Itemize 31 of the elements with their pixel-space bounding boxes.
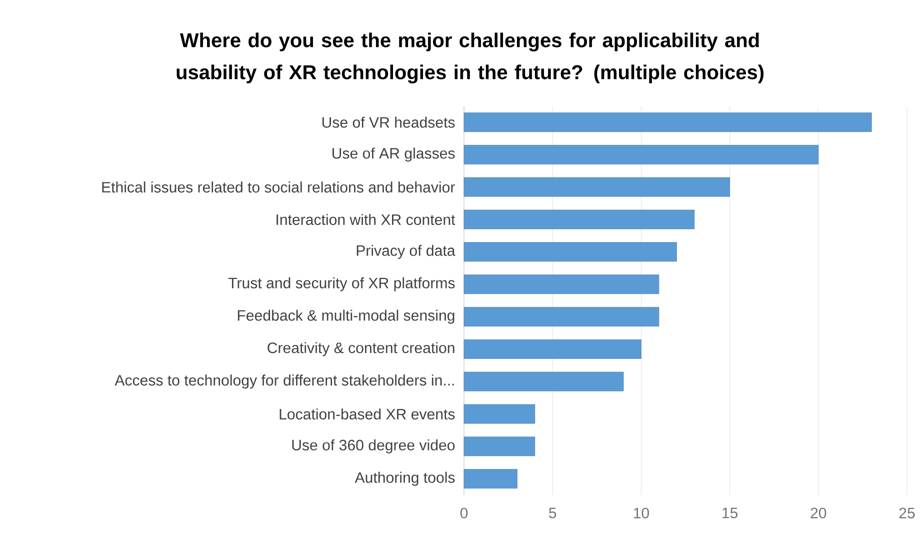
- bar: [464, 242, 677, 262]
- bar: [464, 469, 518, 489]
- bar: [464, 210, 695, 230]
- x-tick-label: 20: [810, 508, 826, 518]
- bar: [464, 177, 730, 197]
- y-tick-label: Feedback & multi-modal sensing: [238, 310, 454, 324]
- bar: [464, 274, 660, 294]
- bar: [464, 112, 872, 132]
- y-tick-label: Privacy of data: [356, 244, 456, 259]
- bar: [464, 307, 660, 326]
- x-tick-label: 25: [899, 508, 915, 518]
- y-tick-label: Creativity & content creation: [268, 342, 454, 356]
- y-tick-label: Location-based XR events: [280, 408, 455, 420]
- y-tick-label: Authoring tools: [354, 472, 455, 486]
- bar: [464, 404, 536, 424]
- y-tick-label: Trust and security of XR platforms: [228, 277, 455, 292]
- y-tick-label: Use of VR headsets: [322, 116, 455, 128]
- x-tick-label: 10: [634, 508, 649, 518]
- bar: [464, 144, 819, 164]
- y-tick-label: Access to technology for different stakeholders in...: [114, 374, 454, 389]
- chart-title: Where do you see the major challenges for applicability and usability of XR technologies in the future? (multiple choices): [176, 32, 764, 84]
- y-tick-label: Ethical issues related to social relations and behavior: [102, 182, 455, 193]
- y-tick-label: Use of AR glasses: [332, 148, 455, 162]
- x-tick-label: 5: [549, 508, 556, 518]
- y-tick-label: Interaction with XR content: [276, 214, 456, 225]
- y-tick-label: Use of 360 degree video: [292, 439, 455, 454]
- x-tick-label: 0: [460, 508, 468, 518]
- bar: [464, 372, 624, 392]
- bar: [464, 339, 642, 359]
- bar: [464, 436, 536, 456]
- x-tick-label: 15: [722, 508, 738, 518]
